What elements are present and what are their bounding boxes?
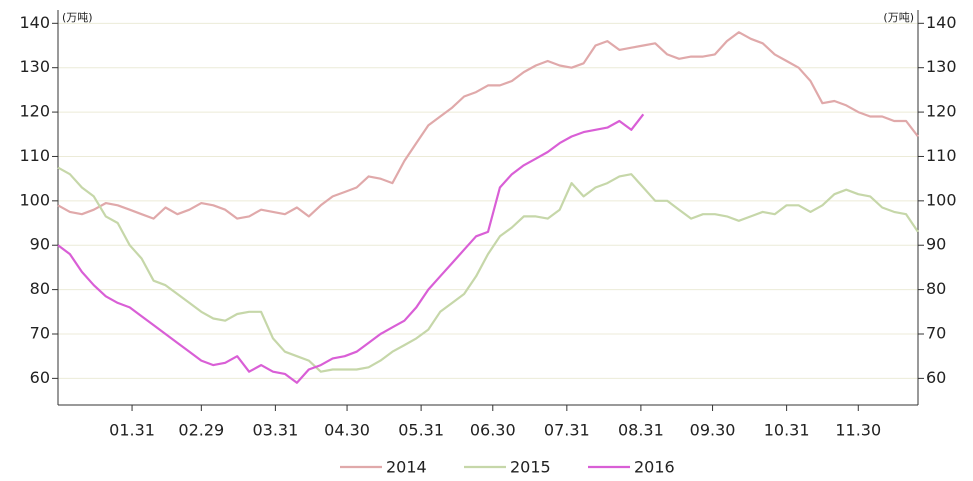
y2-tick-label: 120 (926, 102, 957, 121)
y-tick-label: 130 (19, 57, 50, 76)
y-tick-label: 100 (19, 190, 50, 209)
series-line (57, 166, 919, 373)
x-tick-label: 05.31 (398, 421, 444, 440)
y2-tick-label: 100 (926, 190, 957, 209)
x-tick-label: 10.31 (764, 421, 810, 440)
y2-tick-label: 80 (926, 279, 946, 298)
y2-tick-label: 90 (926, 235, 946, 254)
series-line (57, 31, 919, 220)
y2-tick-label: 140 (926, 13, 957, 32)
y-tick-label: 60 (30, 368, 50, 387)
y-tick-label: 70 (30, 323, 50, 342)
y-tick-label: 80 (30, 279, 50, 298)
y2-tick-label: 70 (926, 323, 946, 342)
series-line (57, 113, 645, 384)
y-tick-label: 110 (19, 146, 50, 165)
legend-label: 2016 (634, 458, 675, 477)
x-tick-label: 02.29 (178, 421, 224, 440)
y-tick-label: 90 (30, 235, 50, 254)
y-tick-label: 120 (19, 102, 50, 121)
y2-tick-label: 130 (926, 57, 957, 76)
y-tick-label: 140 (19, 13, 50, 32)
x-tick-label: 07.31 (544, 421, 590, 440)
x-tick-label: 06.30 (470, 421, 516, 440)
x-tick-label: 03.31 (252, 421, 298, 440)
legend-label: 2014 (386, 458, 427, 477)
x-tick-label: 11.30 (835, 421, 881, 440)
x-tick-label: 09.30 (690, 421, 736, 440)
x-tick-label: 08.31 (618, 421, 664, 440)
y2-tick-label: 110 (926, 146, 957, 165)
x-tick-label: 01.31 (109, 421, 155, 440)
x-tick-label: 04.30 (324, 421, 370, 440)
legend-label: 2015 (510, 458, 551, 477)
y-unit: (万吨) (62, 11, 93, 24)
y2-tick-label: 60 (926, 368, 946, 387)
y2-unit: (万吨) (883, 11, 914, 24)
